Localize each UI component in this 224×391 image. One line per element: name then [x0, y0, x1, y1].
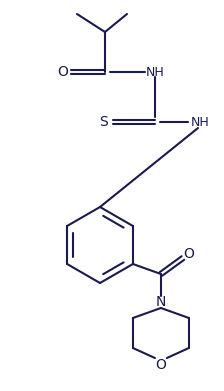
Text: O: O — [58, 65, 69, 79]
Text: NH: NH — [146, 66, 164, 79]
Text: N: N — [156, 295, 166, 309]
Text: O: O — [183, 247, 194, 261]
Text: O: O — [155, 358, 166, 372]
Text: NH: NH — [191, 115, 209, 129]
Text: S: S — [99, 115, 107, 129]
